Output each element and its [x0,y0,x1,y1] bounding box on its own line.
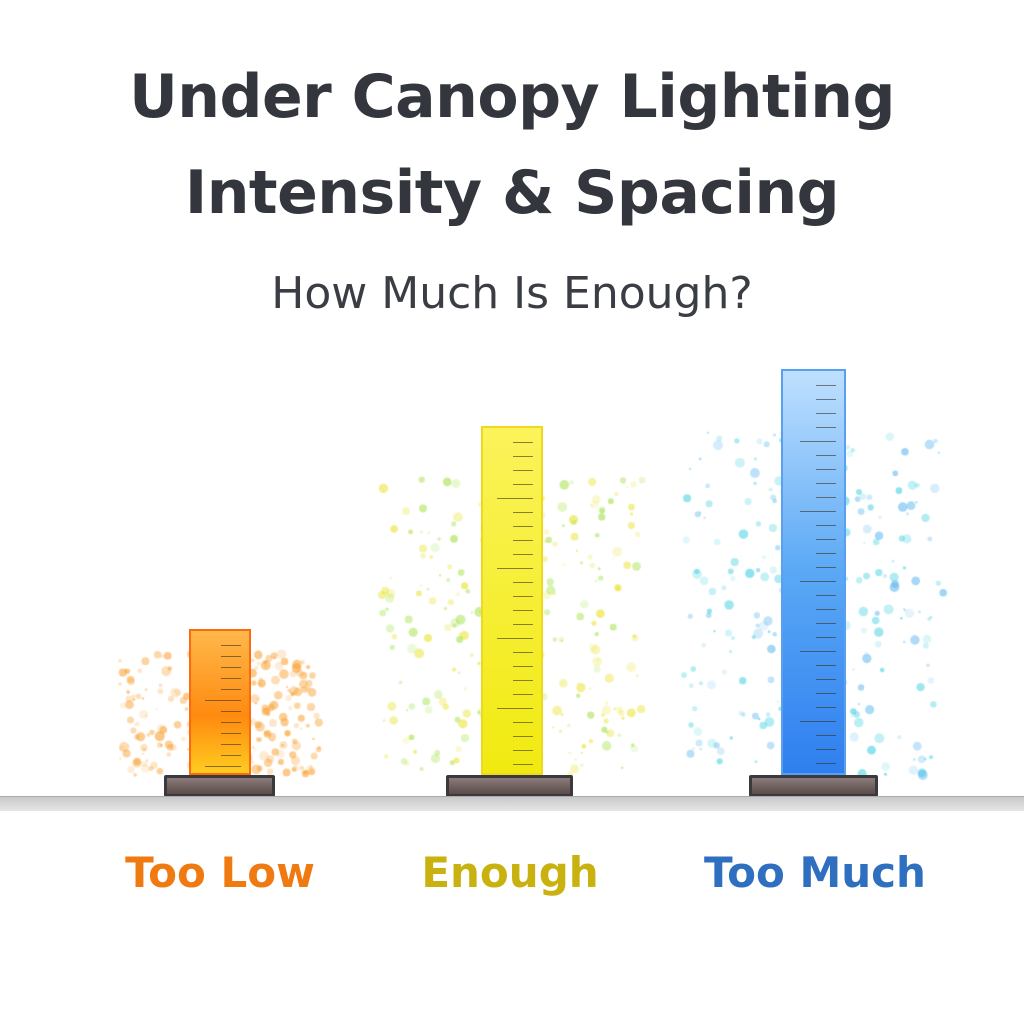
scale-tick [816,539,836,540]
title-line-1: Under Canopy Lighting [129,62,895,132]
scale-tick [800,441,836,442]
scale-tick [816,665,836,666]
scale-tick [221,656,241,657]
label-too-low: Too Low [125,848,315,897]
scale-tick [800,581,836,582]
scale-tick [800,511,836,512]
scale-tick [513,442,533,443]
bar-base-enough [446,775,573,797]
scale-tick [816,637,836,638]
scale-tick [513,736,533,737]
scale-tick [513,596,533,597]
subtitle: How Much Is Enough? [271,268,753,319]
scale-tick [513,694,533,695]
scale-tick [221,645,241,646]
scale-tick [513,652,533,653]
scale-tick [816,455,836,456]
scale-tick [816,749,836,750]
scale-tick [513,456,533,457]
scale-tick [221,711,241,712]
scale-tick [513,470,533,471]
scale-tick [205,766,241,767]
bar-too-much [781,369,846,775]
scale-tick [221,744,241,745]
scale-tick [816,763,836,764]
scale-tick [816,623,836,624]
scale-tick [816,707,836,708]
scale-tick [816,595,836,596]
bar-too-low [189,629,251,775]
scale-tick [513,666,533,667]
scale-tick [221,689,241,690]
scale-tick [816,413,836,414]
scale-tick [513,680,533,681]
scale-tick [513,512,533,513]
floor [0,796,1024,811]
scale-tick [816,679,836,680]
bar-enough [481,426,543,775]
scale-tick [221,722,241,723]
bar-base-too-low [164,775,275,797]
scale-tick [816,735,836,736]
label-enough: Enough [421,848,599,897]
scale-tick [513,624,533,625]
scale-tick [816,553,836,554]
scale-tick [497,708,533,709]
scale-tick [513,750,533,751]
scale-tick [816,609,836,610]
scale-tick [513,554,533,555]
scale-tick [513,764,533,765]
label-too-much: Too Much [704,848,926,897]
scale-tick [513,582,533,583]
scale-tick [221,667,241,668]
scale-tick [816,469,836,470]
scale-tick [221,733,241,734]
scale-tick [513,484,533,485]
scale-tick [513,610,533,611]
scale-tick [800,651,836,652]
scale-tick [816,525,836,526]
scale-tick [497,568,533,569]
scale-tick [816,399,836,400]
title-line-2: Intensity & Spacing [184,158,840,228]
scale-tick [497,638,533,639]
scale-tick [800,721,836,722]
scale-tick [816,497,836,498]
scale-tick [816,427,836,428]
scale-tick [816,385,836,386]
scale-tick [513,722,533,723]
scale-tick [497,498,533,499]
bar-base-too-much [749,775,878,797]
scale-tick [221,755,241,756]
scale-tick [513,526,533,527]
scale-tick [205,700,241,701]
scale-tick [816,693,836,694]
scale-tick [816,567,836,568]
scale-tick [816,483,836,484]
scale-tick [513,540,533,541]
scale-tick [221,678,241,679]
